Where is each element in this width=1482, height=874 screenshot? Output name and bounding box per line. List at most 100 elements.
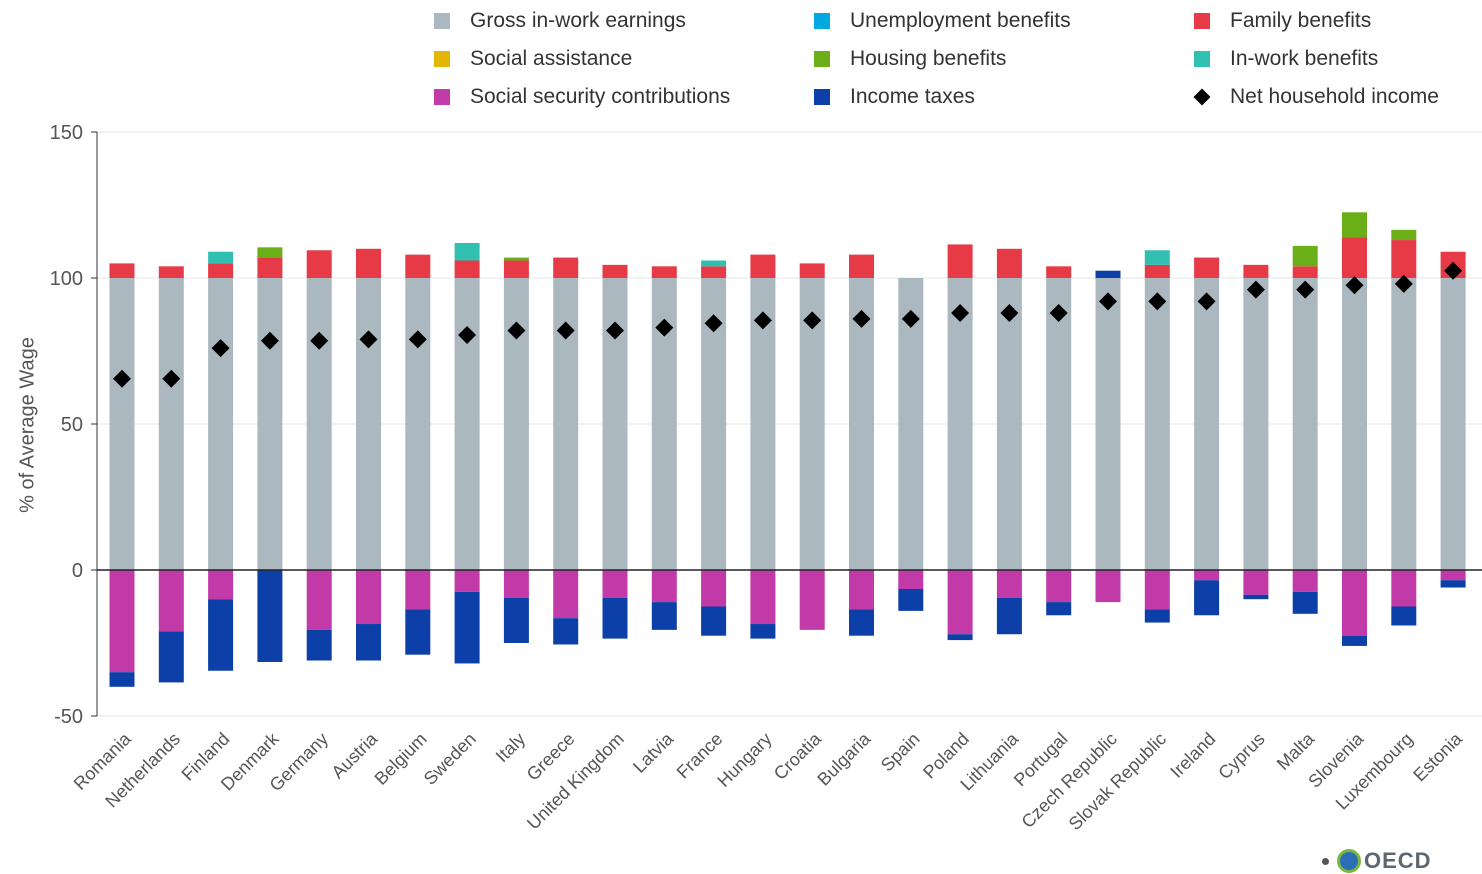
net-income-marker	[753, 311, 772, 330]
legend-item[interactable]: Gross in-work earnings	[434, 9, 686, 33]
bar-segment	[1292, 278, 1318, 570]
net-income-marker	[507, 321, 526, 340]
oecd-globe-icon	[1337, 849, 1361, 873]
bar-segment	[1144, 570, 1170, 610]
net-income-marker	[655, 318, 674, 337]
oecd-logo[interactable]: OECD	[1322, 848, 1432, 874]
bar-segment	[996, 248, 1022, 278]
bar-segment	[947, 570, 973, 635]
net-income-marker	[458, 325, 477, 344]
bar-segment	[257, 278, 283, 570]
legend-swatch-icon	[814, 13, 830, 29]
x-tick-label: Bulgaria	[813, 728, 875, 790]
bar-segment	[306, 250, 332, 278]
bar-segment	[208, 278, 234, 570]
bar-segment	[356, 248, 381, 278]
bar-segment	[208, 599, 234, 671]
bar-segment	[1391, 229, 1417, 241]
net-income-marker	[803, 311, 822, 330]
y-tick-label: 100	[50, 268, 83, 290]
net-income-marker	[113, 369, 131, 388]
legend-swatch-icon	[1194, 51, 1210, 67]
bar-segment	[799, 570, 825, 630]
legend-label: Gross in-work earnings	[470, 9, 686, 32]
x-tick-label: Hungary	[713, 729, 775, 791]
legend-item[interactable]: Housing benefits	[814, 47, 1006, 71]
bar-segment	[306, 570, 332, 630]
net-income-marker	[1197, 292, 1216, 311]
bar-segment	[1046, 278, 1072, 570]
bar-segment	[1194, 570, 1220, 581]
bar-segment	[208, 570, 234, 600]
net-income-marker	[852, 309, 871, 328]
bar-segment	[257, 570, 283, 662]
bar-segment	[947, 278, 973, 570]
bar-segment	[306, 629, 332, 661]
x-tick-label: Ireland	[1166, 729, 1219, 782]
bar-segment	[750, 254, 776, 278]
bar-segment	[208, 263, 234, 278]
bar-segment	[947, 634, 973, 641]
bar-segment	[356, 624, 381, 661]
legend-swatch-icon	[434, 13, 450, 29]
bar-segment	[109, 278, 135, 570]
bar-segment	[1440, 580, 1466, 588]
legend-swatch-icon	[814, 89, 830, 105]
x-tick-label: Malta	[1273, 728, 1319, 774]
legend-item[interactable]: Social security contributions	[434, 85, 730, 109]
bar-segment	[1342, 635, 1367, 646]
bar-segment	[1391, 606, 1417, 626]
bar-segment	[1391, 278, 1417, 570]
bar-segment	[996, 570, 1022, 598]
net-income-marker	[1049, 304, 1068, 323]
bar-segment	[1243, 594, 1269, 600]
bar-segment	[1292, 266, 1318, 278]
legend-item[interactable]: Net household income	[1193, 85, 1439, 109]
bar-segment	[750, 570, 776, 625]
legend-item[interactable]: Unemployment benefits	[814, 9, 1071, 33]
bar-segment	[503, 570, 529, 598]
bar-segment	[1292, 591, 1318, 614]
y-tick-label: 50	[61, 414, 83, 436]
bar-segment	[109, 263, 135, 278]
logo-dot-icon	[1322, 857, 1329, 865]
legend-swatch-icon	[814, 51, 830, 67]
logo-text: OECD	[1364, 848, 1432, 873]
x-tick-label: Belgium	[371, 729, 431, 789]
net-income-marker	[1345, 276, 1364, 295]
bar-segment	[701, 260, 727, 267]
net-income-marker	[901, 309, 920, 328]
legend-item[interactable]: Family benefits	[1194, 9, 1371, 33]
legend-item[interactable]: In-work benefits	[1194, 47, 1378, 71]
bar-segment	[454, 260, 480, 278]
net-income-marker	[1099, 292, 1117, 311]
bar-segment	[1243, 570, 1269, 595]
bar-segment	[1046, 570, 1072, 603]
bar-segment	[405, 278, 431, 570]
bar-segment	[947, 244, 973, 278]
bar-segment	[1391, 570, 1417, 607]
chart-legend: Gross in-work earnings Unemployment benef…	[0, 0, 1482, 120]
bar-segment	[1194, 257, 1220, 278]
bar-segment	[1292, 570, 1318, 592]
bar-segment	[1342, 278, 1367, 570]
bar-segment	[257, 257, 283, 278]
y-tick-label: 150	[50, 122, 83, 144]
legend-label: Income taxes	[850, 85, 975, 108]
net-income-marker	[606, 321, 624, 340]
legend-item[interactable]: Income taxes	[814, 85, 975, 109]
bar-segment	[405, 609, 431, 655]
net-income-marker	[310, 331, 329, 350]
x-tick-label: Spain	[877, 729, 924, 776]
net-income-marker	[556, 321, 575, 340]
bar-segment	[1243, 264, 1269, 278]
x-tick-label: Estonia	[1409, 728, 1466, 785]
bar-segment	[1243, 278, 1269, 570]
bar-segment	[1440, 570, 1466, 581]
bar-segment	[1095, 278, 1121, 570]
x-tick-label: Sweden	[420, 729, 480, 789]
legend-item[interactable]: Social assistance	[434, 47, 632, 71]
bar-segment	[1095, 270, 1121, 278]
bar-segment	[1440, 278, 1466, 570]
legend-label: Social assistance	[470, 47, 633, 70]
